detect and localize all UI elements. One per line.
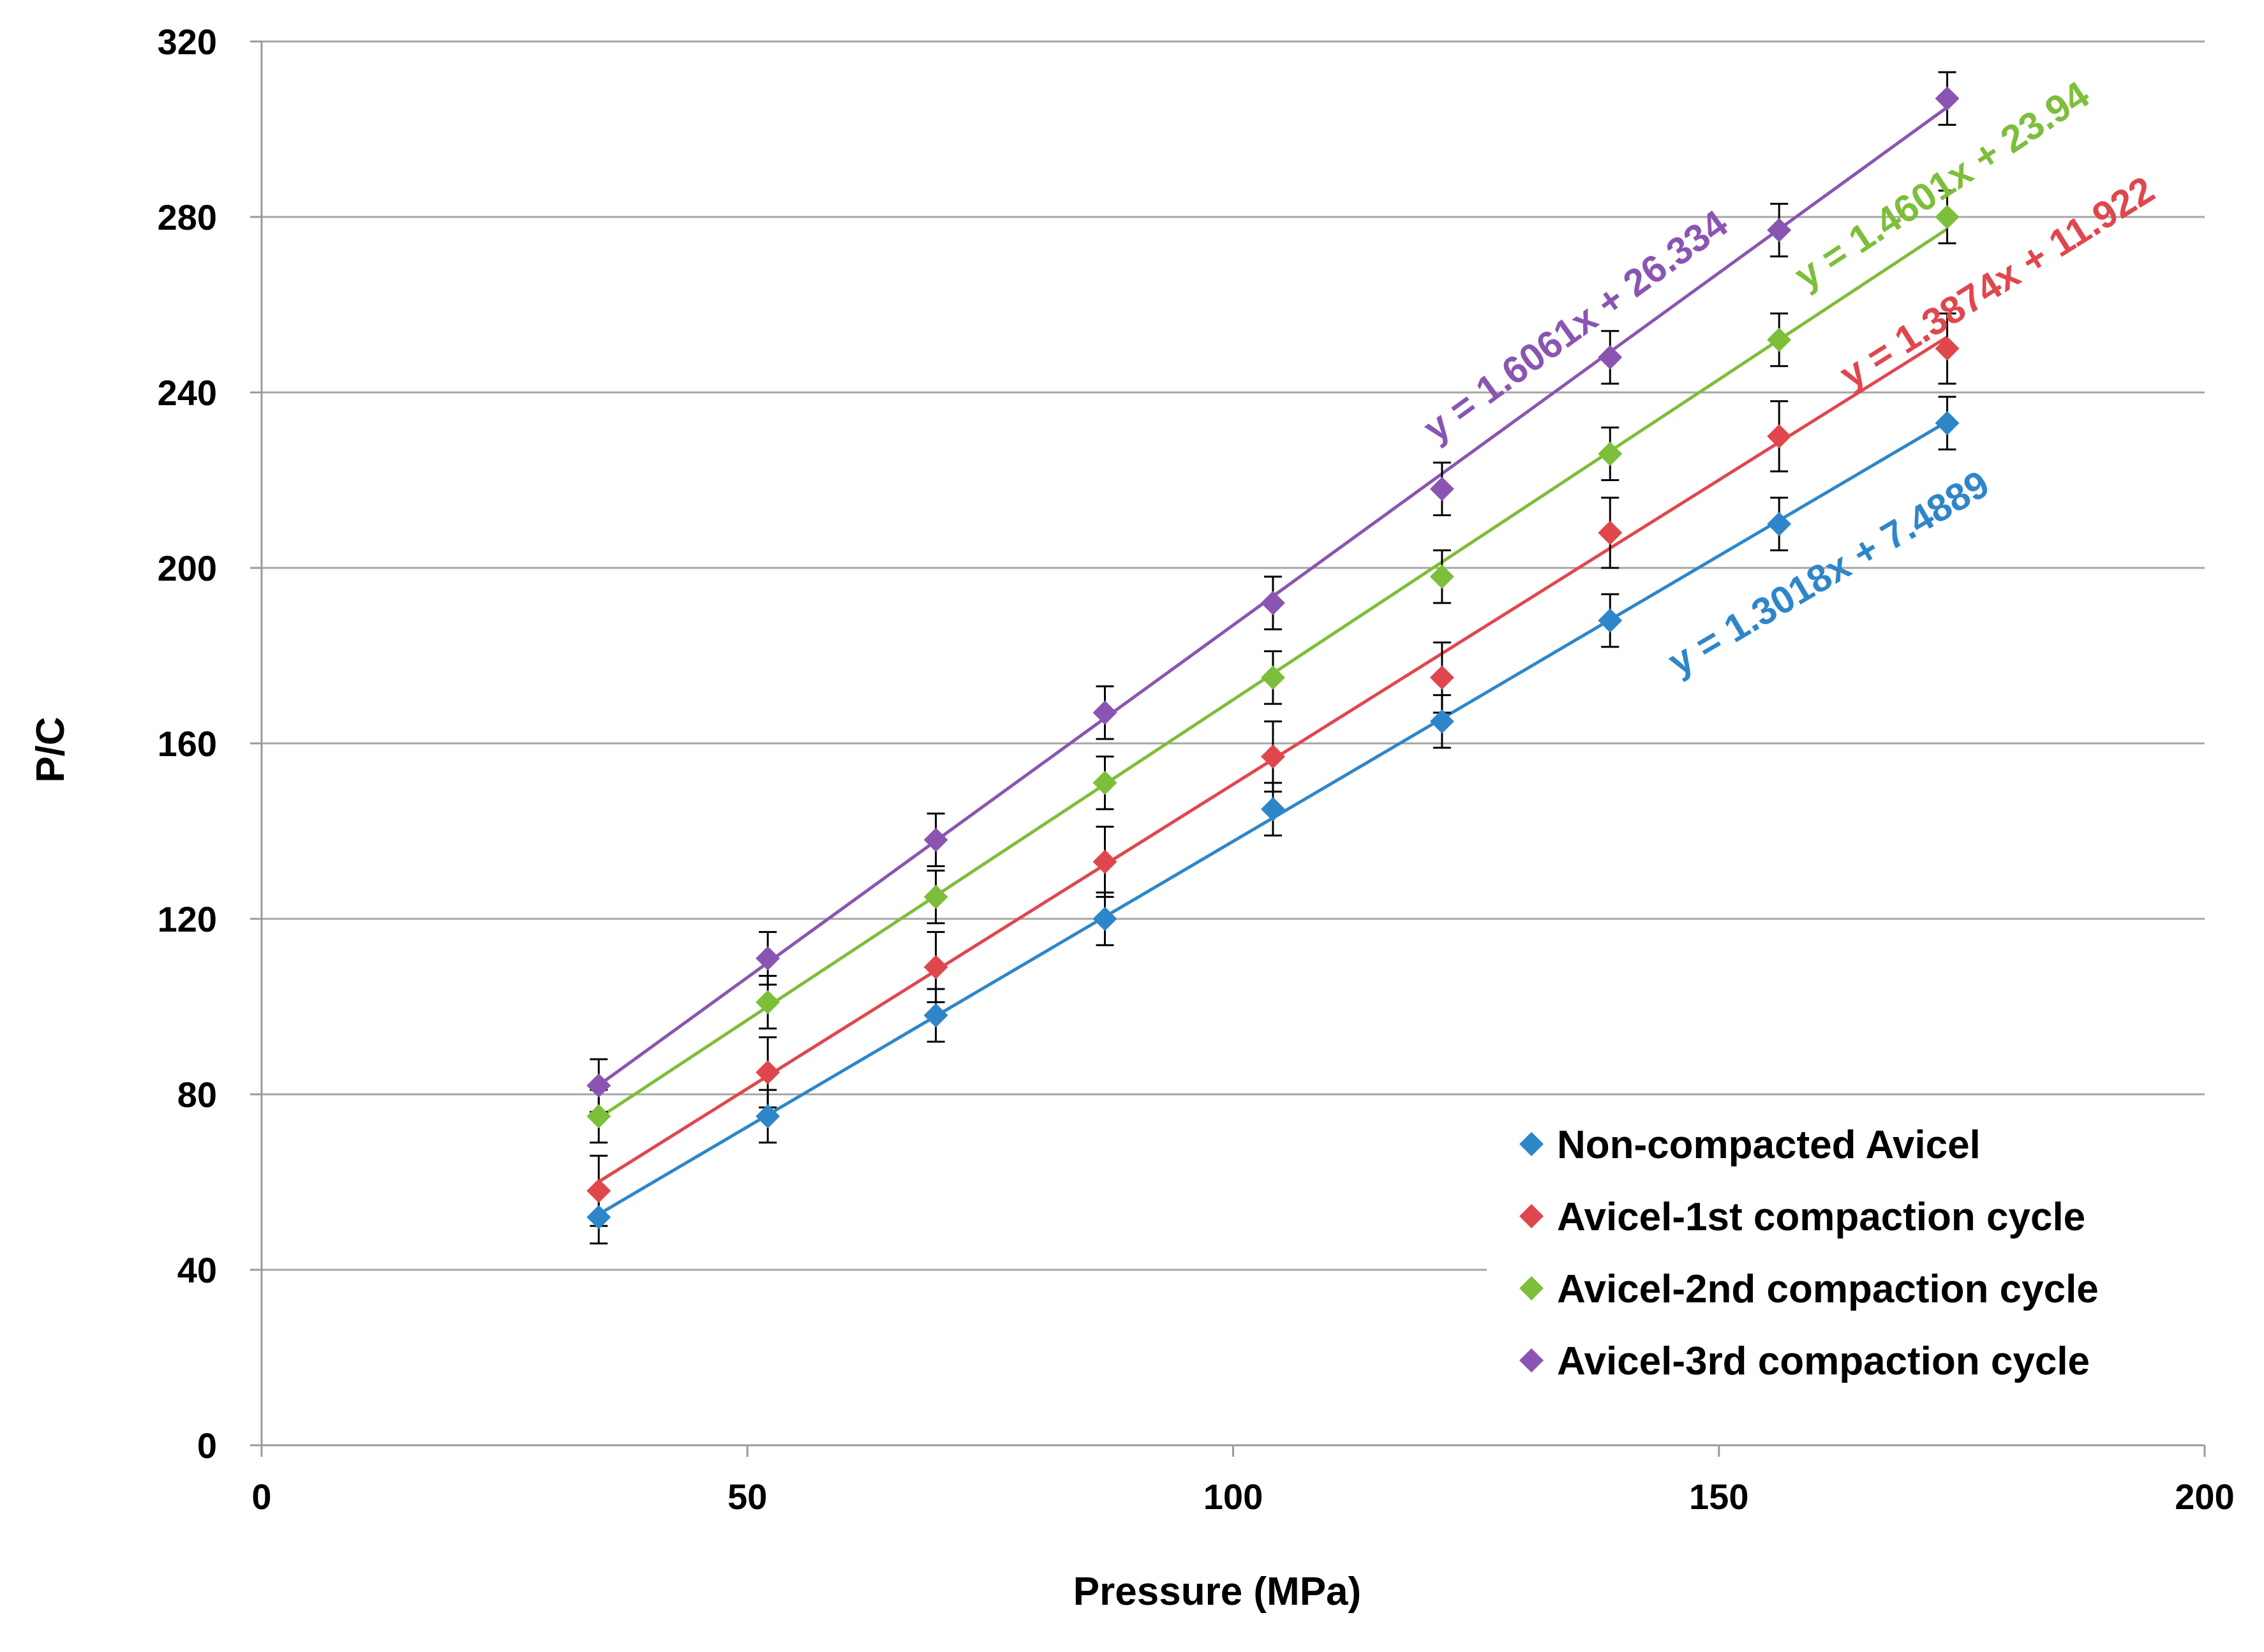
data-point-avicel-1st-compaction-cycle [923, 955, 948, 979]
data-point-avicel-2nd-compaction-cycle [1935, 205, 1960, 229]
y-axis-title: P/C [29, 717, 73, 782]
data-point-avicel-3rd-compaction-cycle [1598, 345, 1623, 369]
data-point-avicel-2nd-compaction-cycle [586, 1104, 611, 1129]
data-point-non-compacted-avicel [756, 1104, 780, 1129]
y-tick-label: 160 [158, 724, 217, 764]
legend-marker-1st-cycle [1519, 1204, 1544, 1228]
legend-entry-1st-cycle: Avicel-1st compaction cycle [1519, 1195, 2085, 1239]
data-point-avicel-1st-compaction-cycle [1935, 336, 1960, 361]
legend-entry-non-compacted: Non-compacted Avicel [1519, 1123, 1981, 1167]
data-markers [586, 86, 1960, 1230]
x-tick-label: 100 [1203, 1477, 1263, 1517]
legend-marker-non-compacted [1519, 1132, 1544, 1156]
data-point-non-compacted-avicel [1429, 709, 1454, 734]
data-point-avicel-3rd-compaction-cycle [586, 1073, 611, 1098]
data-point-avicel-1st-compaction-cycle [756, 1060, 780, 1085]
data-point-avicel-2nd-compaction-cycle [756, 990, 780, 1015]
data-point-non-compacted-avicel [1260, 797, 1285, 822]
data-point-avicel-3rd-compaction-cycle [1092, 700, 1117, 725]
data-point-avicel-2nd-compaction-cycle [1429, 564, 1454, 589]
legend-label-2nd-cycle: Avicel-2nd compaction cycle [1557, 1267, 2099, 1311]
y-tick-label: 200 [158, 548, 217, 588]
legend-label-non-compacted: Non-compacted Avicel [1557, 1123, 1981, 1167]
legend-entry-3rd-cycle: Avicel-3rd compaction cycle [1519, 1339, 2090, 1383]
y-tick-label: 120 [158, 899, 217, 939]
data-point-avicel-2nd-compaction-cycle [1598, 442, 1623, 466]
y-tick-label: 280 [158, 197, 217, 237]
legend-entry-2nd-cycle: Avicel-2nd compaction cycle [1519, 1267, 2099, 1311]
data-point-non-compacted-avicel [586, 1205, 611, 1230]
legend-label-3rd-cycle: Avicel-3rd compaction cycle [1557, 1339, 2090, 1383]
x-axis-title: Pressure (MPa) [1073, 1570, 1361, 1614]
data-point-avicel-1st-compaction-cycle [1260, 744, 1285, 769]
data-point-avicel-1st-compaction-cycle [1598, 521, 1623, 545]
y-tick-label: 80 [177, 1075, 217, 1115]
x-tick-label: 150 [1689, 1477, 1748, 1517]
legend-marker-3rd-cycle [1519, 1348, 1544, 1373]
y-tick-label: 0 [197, 1425, 217, 1466]
data-point-avicel-1st-compaction-cycle [1429, 665, 1454, 690]
data-point-avicel-3rd-compaction-cycle [1260, 591, 1285, 615]
legend-label-1st-cycle: Avicel-1st compaction cycle [1557, 1195, 2085, 1239]
data-point-avicel-3rd-compaction-cycle [1935, 86, 1960, 111]
data-point-non-compacted-avicel [1935, 411, 1960, 436]
y-tick-label: 320 [158, 22, 217, 62]
data-point-avicel-3rd-compaction-cycle [923, 828, 948, 852]
data-point-avicel-2nd-compaction-cycle [1092, 770, 1117, 795]
data-point-avicel-1st-compaction-cycle [1092, 849, 1117, 874]
y-tick-label: 40 [177, 1250, 217, 1290]
data-point-avicel-1st-compaction-cycle [1767, 424, 1792, 449]
data-point-non-compacted-avicel [1598, 608, 1623, 633]
legend: Non-compacted Avicel Avicel-1st compacti… [1487, 1098, 2227, 1417]
data-point-avicel-2nd-compaction-cycle [1260, 665, 1285, 690]
data-point-avicel-3rd-compaction-cycle [756, 946, 780, 971]
data-point-avicel-2nd-compaction-cycle [1767, 327, 1792, 352]
x-tick-label: 0 [251, 1477, 271, 1517]
data-point-avicel-3rd-compaction-cycle [1429, 477, 1454, 502]
data-point-non-compacted-avicel [923, 1003, 948, 1028]
axis-ticks: 0 40 80 120 160 200 240 280 320 0 50 100 150 200 [158, 22, 2235, 1517]
x-tick-label: 200 [2175, 1477, 2234, 1517]
data-point-non-compacted-avicel [1767, 512, 1792, 537]
y-tick-label: 240 [158, 373, 217, 413]
data-point-avicel-1st-compaction-cycle [586, 1179, 611, 1203]
gridlines [262, 40, 2205, 1271]
legend-background [1487, 1098, 2227, 1417]
x-tick-label: 50 [727, 1477, 767, 1517]
data-point-avicel-3rd-compaction-cycle [1767, 218, 1792, 242]
legend-marker-2nd-cycle [1519, 1276, 1544, 1300]
data-point-non-compacted-avicel [1092, 907, 1117, 931]
data-point-avicel-2nd-compaction-cycle [923, 884, 948, 909]
